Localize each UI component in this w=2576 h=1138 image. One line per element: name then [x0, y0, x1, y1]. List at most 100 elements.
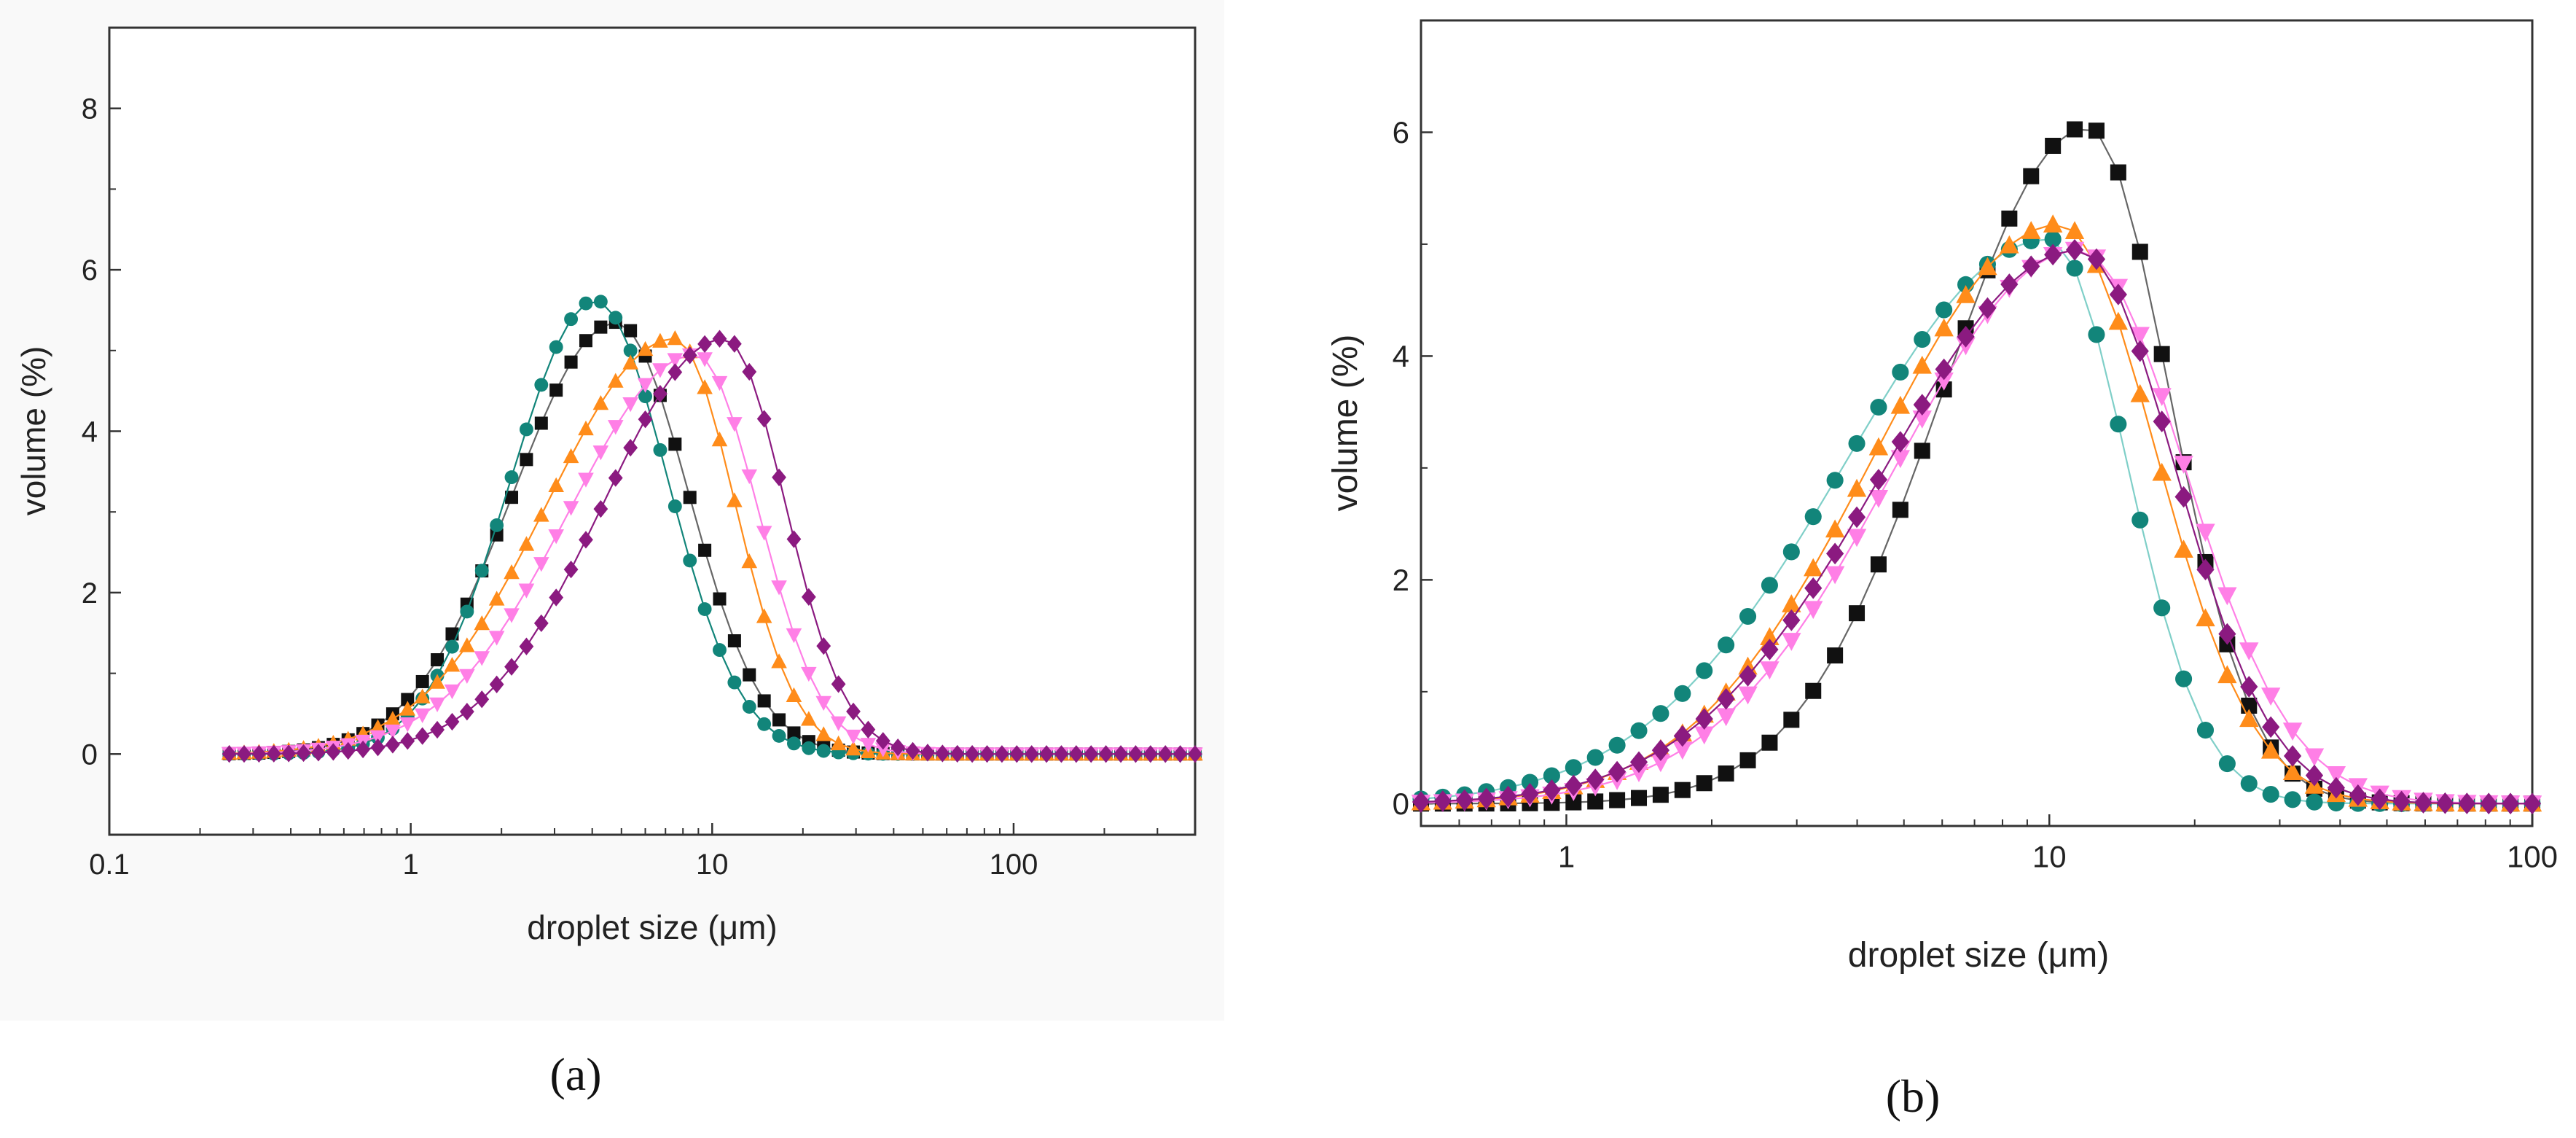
- data-point: [1804, 577, 1823, 599]
- data-point: [296, 744, 311, 763]
- data-point: [727, 417, 743, 432]
- data-point: [1738, 686, 1758, 705]
- data-point: [1825, 519, 1845, 538]
- data-point: [771, 653, 787, 669]
- data-point: [1433, 790, 1452, 812]
- data-point: [549, 383, 563, 397]
- data-point: [2152, 388, 2172, 407]
- data-point: [711, 432, 728, 447]
- data-point: [697, 352, 713, 367]
- data-point: [445, 712, 460, 731]
- data-point: [1761, 639, 1779, 660]
- y-tick-label: 8: [82, 93, 98, 125]
- data-point: [2262, 716, 2280, 738]
- series-line-60min: [1420, 249, 2532, 805]
- data-point: [385, 736, 400, 754]
- data-point: [1543, 779, 1561, 801]
- data-point: [2306, 793, 2323, 811]
- data-point: [1565, 774, 1583, 797]
- data-point: [1805, 682, 1822, 699]
- data-point: [845, 729, 861, 745]
- data-point: [890, 738, 906, 757]
- data-point: [1716, 708, 1736, 727]
- data-point: [638, 410, 653, 429]
- data-point: [2152, 462, 2172, 481]
- plot-frame-b: [1420, 19, 2534, 827]
- data-point: [1934, 318, 1954, 337]
- data-point: [2110, 416, 2127, 433]
- data-point: [444, 657, 461, 672]
- data-point: [713, 643, 727, 658]
- data-point: [905, 741, 920, 760]
- data-point: [2196, 558, 2215, 581]
- data-point: [2153, 599, 2171, 617]
- data-point: [1804, 508, 1822, 526]
- data-point: [431, 653, 445, 667]
- data-point: [518, 536, 535, 551]
- data-point: [2044, 230, 2062, 248]
- plot-frame-a: [108, 26, 1197, 836]
- data-point: [2045, 138, 2062, 155]
- data-point: [2174, 486, 2193, 508]
- data-point: [860, 738, 877, 753]
- data-point: [624, 324, 638, 338]
- data-point: [2260, 740, 2281, 759]
- data-point: [1847, 478, 1867, 497]
- data-point: [1914, 443, 1930, 459]
- data-point: [801, 711, 817, 726]
- data-point: [1804, 558, 1823, 577]
- data-point: [637, 340, 654, 356]
- data-point: [772, 468, 786, 486]
- data-point: [1847, 529, 1867, 547]
- data-point: [266, 744, 281, 763]
- data-point: [592, 394, 609, 410]
- data-point: [1826, 472, 1844, 489]
- data-point: [1718, 765, 1734, 782]
- data-point: [816, 744, 831, 758]
- data-point: [1914, 330, 1931, 348]
- data-point: [816, 636, 831, 655]
- data-point: [2174, 539, 2193, 558]
- data-point: [2436, 792, 2454, 814]
- data-point: [2022, 255, 2040, 278]
- data-point: [1084, 745, 1099, 763]
- data-point: [534, 378, 549, 392]
- data-point: [1696, 662, 1713, 679]
- data-point: [1782, 609, 1801, 631]
- data-point: [2458, 792, 2476, 814]
- data-point: [2523, 792, 2542, 815]
- data-point: [1978, 297, 1997, 319]
- data-point: [653, 443, 668, 457]
- data-point: [1652, 705, 1669, 722]
- data-point: [2196, 722, 2215, 739]
- data-point: [831, 675, 846, 693]
- data-point: [683, 491, 697, 504]
- data-point: [1609, 792, 1626, 808]
- data-point: [786, 628, 802, 644]
- data-point: [1672, 741, 1693, 760]
- data-point: [1760, 661, 1780, 679]
- data-point: [995, 745, 1009, 763]
- data-point: [1695, 708, 1713, 730]
- data-point: [2392, 790, 2411, 813]
- data-point: [742, 362, 757, 381]
- data-point: [564, 312, 579, 327]
- data-point: [399, 717, 416, 733]
- data-point: [385, 724, 401, 740]
- data-point: [594, 320, 608, 334]
- data-point: [2023, 168, 2040, 184]
- data-point: [727, 634, 741, 648]
- data-point: [622, 354, 638, 370]
- data-point: [756, 526, 772, 541]
- data-point: [1847, 506, 1866, 529]
- data-point: [1630, 722, 1648, 739]
- data-point: [579, 531, 593, 549]
- ticks-b: 0 2 4 6 1 10 100: [1393, 115, 2558, 874]
- data-point: [445, 639, 459, 654]
- data-point: [2000, 273, 2019, 295]
- data-point: [1848, 434, 1866, 452]
- x-tick-label: 100: [2507, 840, 2558, 874]
- data-point: [607, 373, 624, 388]
- data-point: [1696, 775, 1712, 792]
